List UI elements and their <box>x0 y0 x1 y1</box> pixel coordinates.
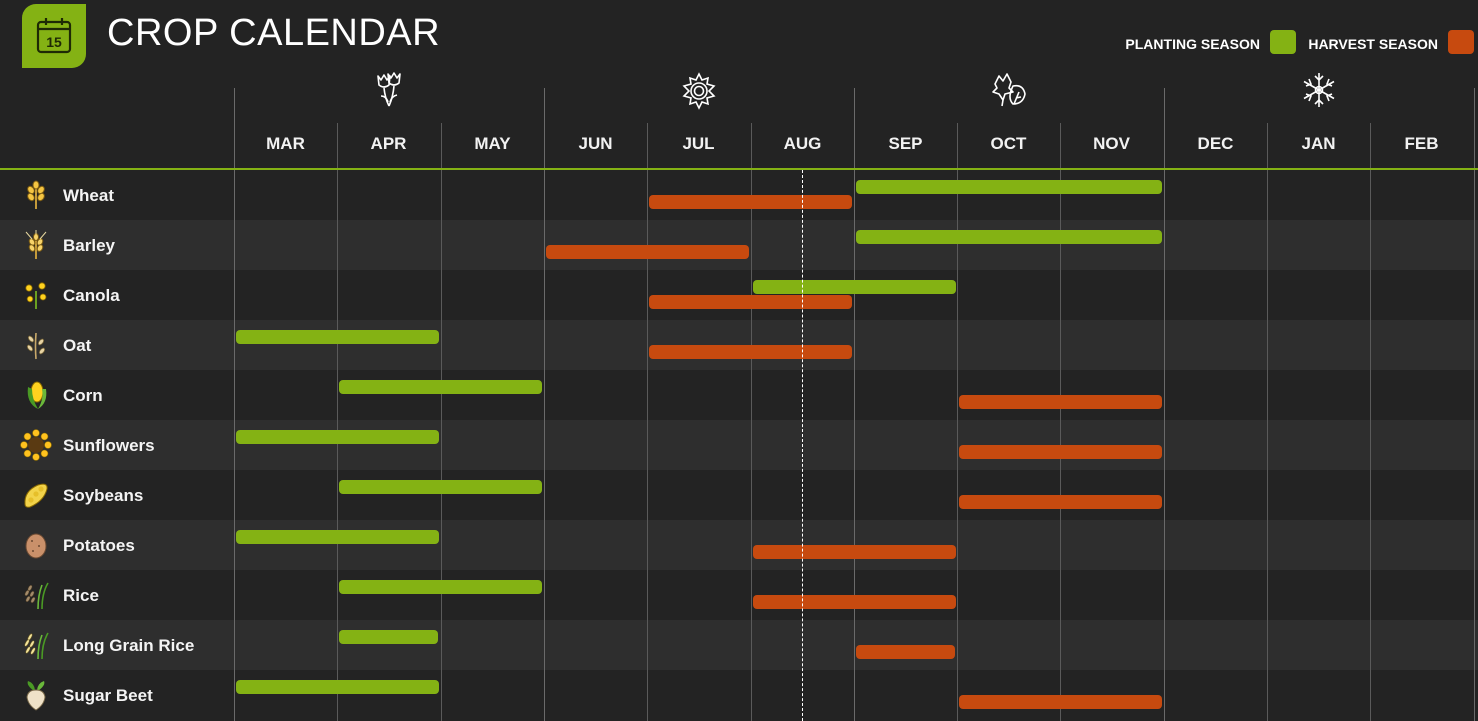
tulip-icon <box>369 70 409 112</box>
calendar-icon: 15 <box>36 18 72 54</box>
barley-icon <box>20 229 52 261</box>
month-divider <box>544 88 545 721</box>
month-label-mar: MAR <box>266 134 305 153</box>
month-divider <box>441 123 442 721</box>
planting-bar <box>236 430 439 444</box>
harvest-bar <box>649 295 852 309</box>
crop-row <box>0 470 1478 520</box>
harvest-bar <box>959 445 1162 459</box>
legend-harvest: HARVEST SEASON <box>1304 30 1474 56</box>
month-label-sep: SEP <box>888 134 923 153</box>
crop-name: Sugar Beet <box>63 686 153 705</box>
oat-icon <box>20 329 52 361</box>
crop-name: Potatoes <box>63 536 135 555</box>
month-divider <box>1060 123 1061 721</box>
harvest-bar <box>649 345 852 359</box>
crop-row <box>0 570 1478 620</box>
leaves-icon <box>989 70 1029 112</box>
harvest-bar <box>753 545 956 559</box>
planting-bar <box>339 480 542 494</box>
month-divider <box>854 88 855 721</box>
crop-name: Rice <box>63 586 99 605</box>
current-date-marker <box>802 170 803 721</box>
month-divider <box>337 123 338 721</box>
harvest-bar <box>959 495 1162 509</box>
month-label-feb: FEB <box>1404 134 1439 153</box>
planting-bar <box>856 180 1162 194</box>
planting-bar <box>236 530 439 544</box>
planting-bar <box>856 230 1162 244</box>
calendar-day: 15 <box>46 34 62 50</box>
month-divider <box>751 123 752 721</box>
month-divider <box>1370 123 1371 721</box>
month-divider <box>1474 88 1475 721</box>
month-divider <box>234 88 235 721</box>
planting-bar <box>339 580 542 594</box>
month-divider <box>1267 123 1268 721</box>
potato-icon <box>20 529 52 561</box>
planting-bar <box>753 280 956 294</box>
rice-icon <box>20 579 52 611</box>
month-label-nov: NOV <box>1093 134 1130 153</box>
planting-bar <box>236 680 439 694</box>
soybean-icon <box>20 479 52 511</box>
month-divider <box>647 123 648 721</box>
corn-icon <box>20 379 52 411</box>
crop-row <box>0 370 1478 420</box>
sugar-beet-icon <box>20 679 52 711</box>
header-rule <box>0 168 1478 170</box>
harvest-bar <box>753 595 956 609</box>
header: 15 CROP CALENDAR PLANTING SEASON HARVEST… <box>0 0 1478 78</box>
month-label-oct: OCT <box>990 134 1027 153</box>
crop-row <box>0 420 1478 470</box>
crop-name: Barley <box>63 236 115 255</box>
legend-harvest-label: HARVEST SEASON <box>1308 36 1438 52</box>
page-title: CROP CALENDAR <box>107 12 441 54</box>
wheat-icon <box>20 179 52 211</box>
crop-name: Wheat <box>63 186 114 205</box>
sun-icon <box>679 70 719 112</box>
harvest-bar <box>959 395 1162 409</box>
crop-name: Sunflowers <box>63 436 155 455</box>
canola-icon <box>20 279 52 311</box>
crop-row <box>0 670 1478 720</box>
long-grain-rice-icon <box>20 629 52 661</box>
month-label-jan: JAN <box>1301 134 1336 153</box>
month-label-apr: APR <box>370 134 407 153</box>
month-divider <box>957 123 958 721</box>
crop-name: Long Grain Rice <box>63 636 195 655</box>
harvest-bar <box>856 645 955 659</box>
calendar-badge: 15 <box>22 4 86 68</box>
month-label-aug: AUG <box>783 134 822 153</box>
month-label-may: MAY <box>474 134 511 153</box>
crop-name: Soybeans <box>63 486 144 505</box>
legend-harvest-swatch <box>1448 30 1474 54</box>
crop-name: Oat <box>63 336 92 355</box>
planting-bar <box>339 380 542 394</box>
snowflake-icon <box>1299 70 1339 112</box>
sunflower-icon <box>20 429 52 461</box>
planting-bar <box>236 330 439 344</box>
month-label-jun: JUN <box>578 134 613 153</box>
legend-planting-label: PLANTING SEASON <box>1125 36 1260 52</box>
harvest-bar <box>546 245 749 259</box>
harvest-bar <box>649 195 852 209</box>
harvest-bar <box>959 695 1162 709</box>
legend-planting-swatch <box>1270 30 1296 54</box>
planting-bar <box>339 630 438 644</box>
legend-planting: PLANTING SEASON <box>1125 30 1296 56</box>
month-divider <box>1164 88 1165 721</box>
month-label-jul: JUL <box>682 134 715 153</box>
crop-name: Canola <box>63 286 120 305</box>
crop-row <box>0 520 1478 570</box>
crop-row <box>0 620 1478 670</box>
month-label-dec: DEC <box>1197 134 1234 153</box>
crop-name: Corn <box>63 386 103 405</box>
